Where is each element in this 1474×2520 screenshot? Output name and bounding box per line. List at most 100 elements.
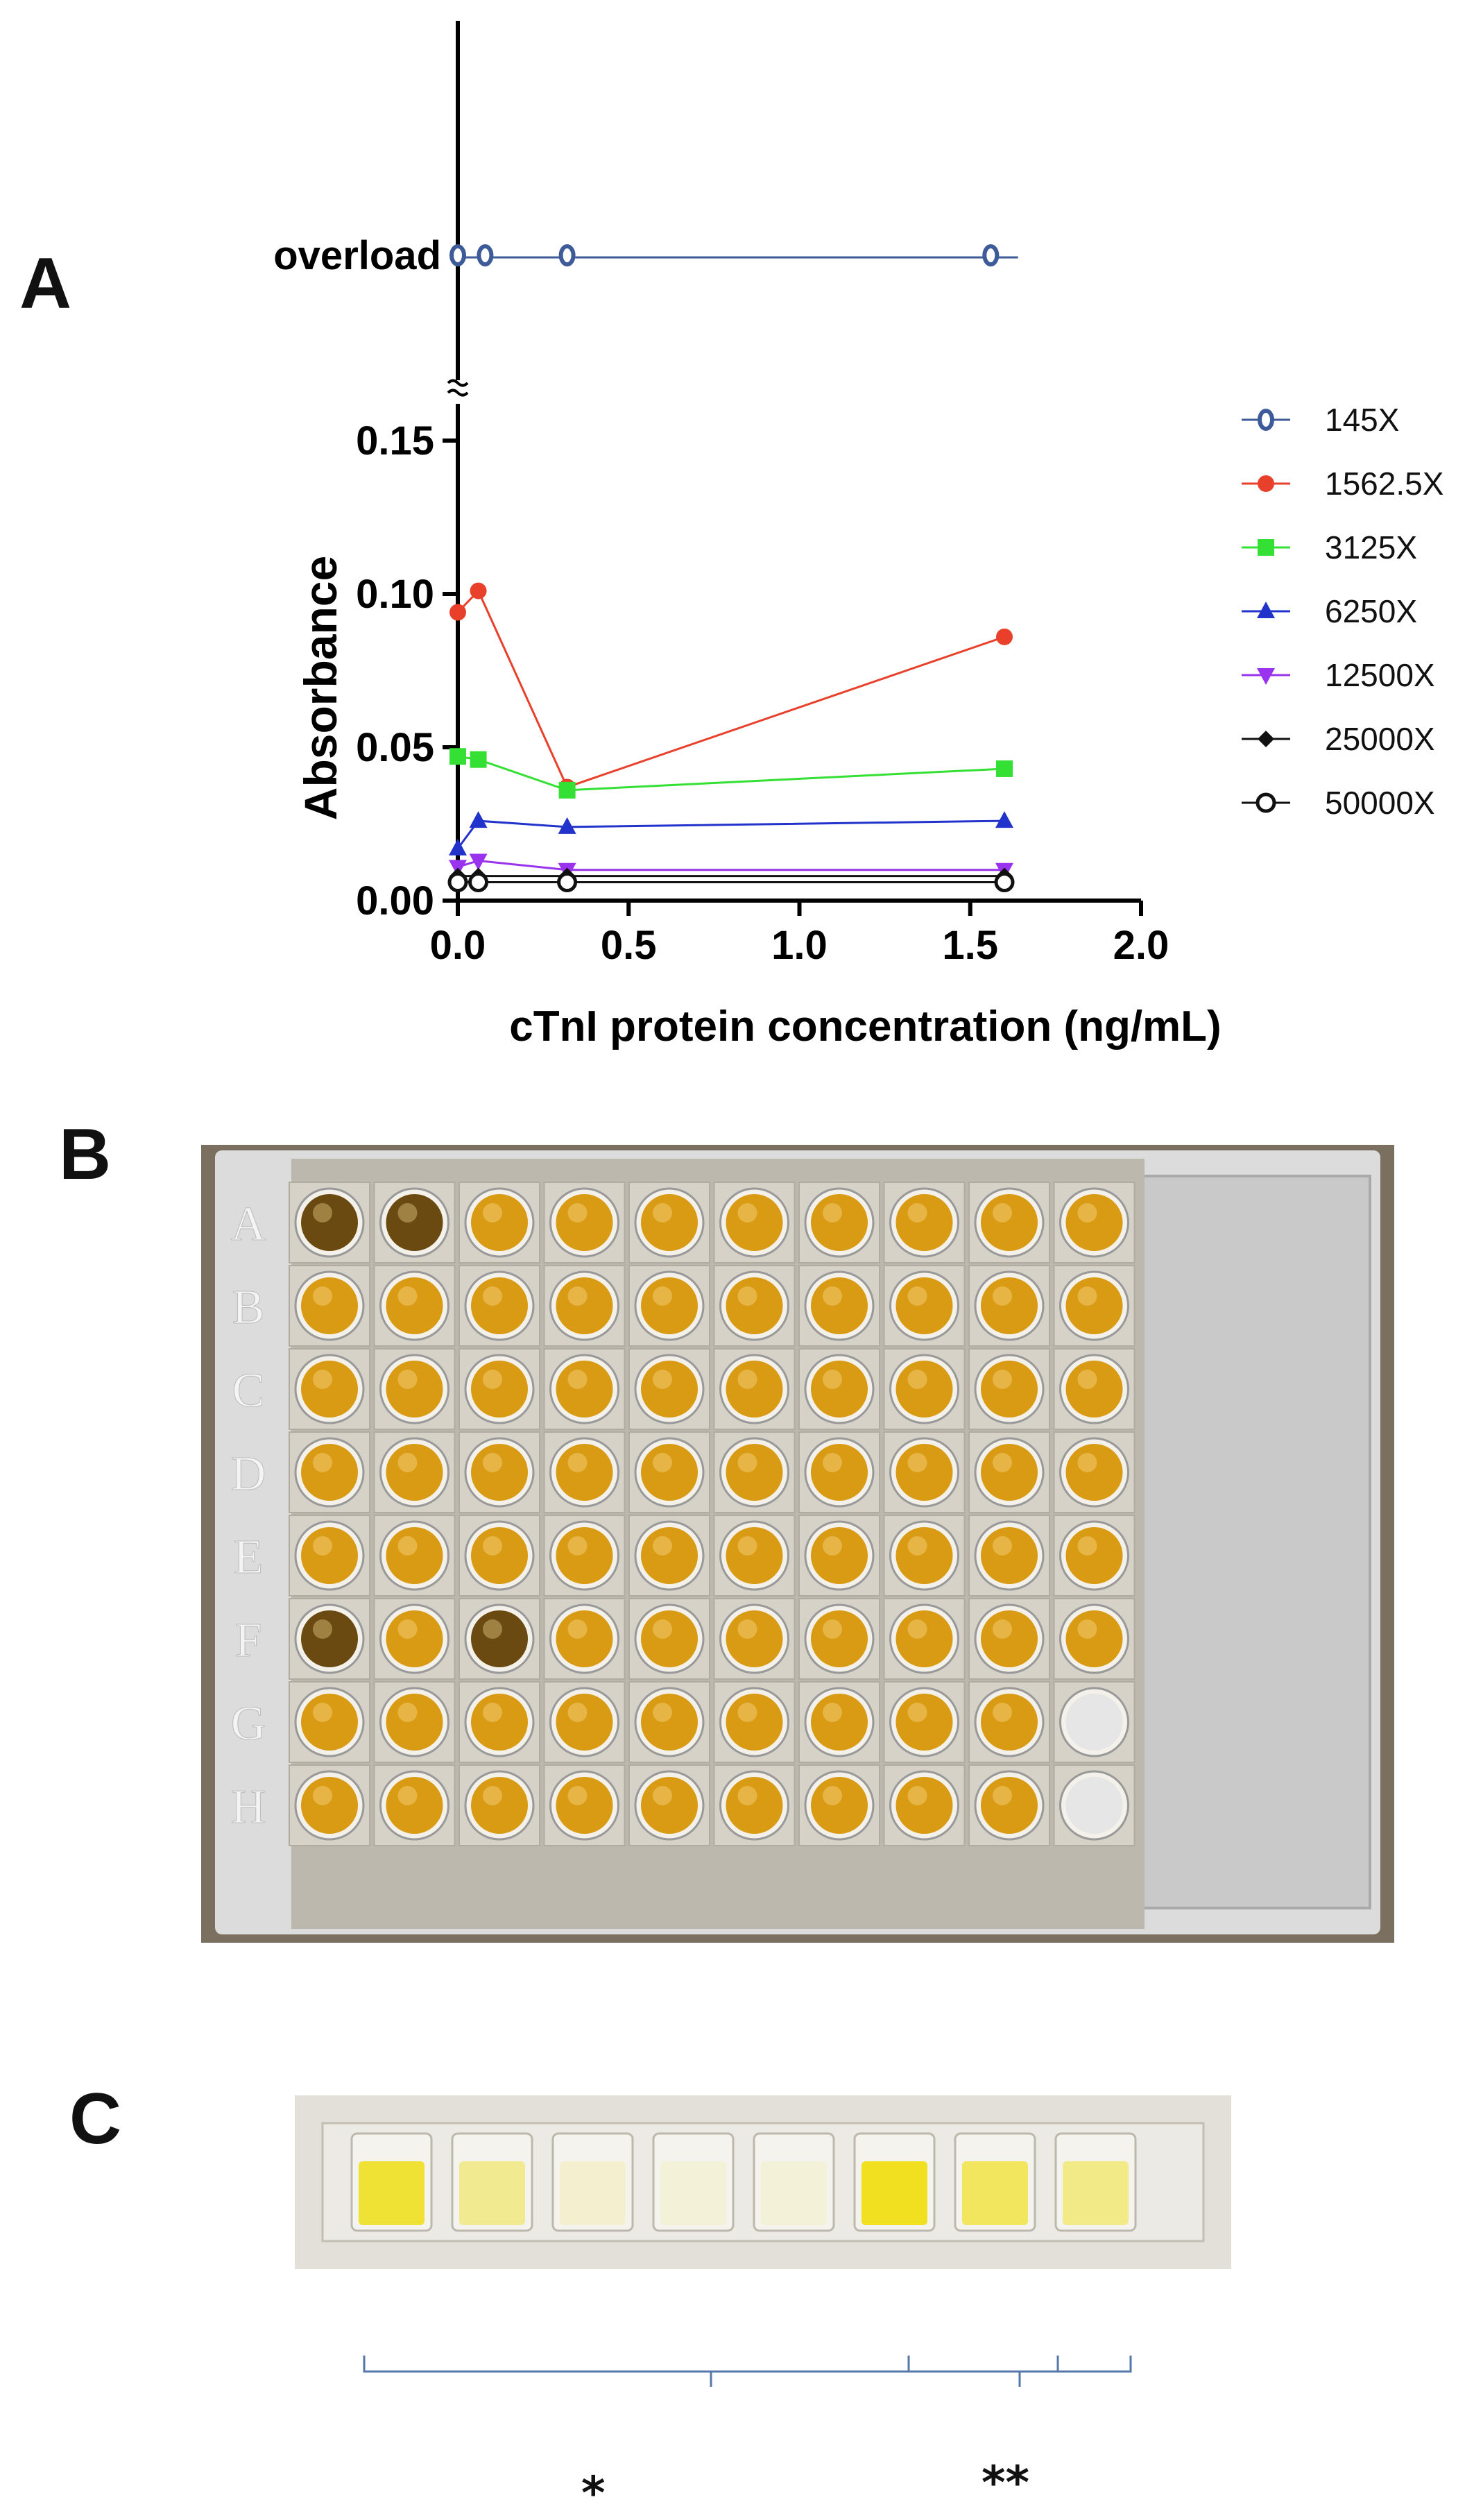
well-G6 [726,1694,783,1751]
well-highlight [567,1786,588,1805]
data-point [558,244,576,266]
x-tick-label: 2.0 [1113,923,1169,968]
well-A1 [301,1194,358,1251]
chart-marks [447,244,1018,892]
well-A8 [895,1194,953,1251]
x-tick-label: 1.0 [771,923,828,968]
strip-well-4 [660,2161,726,2225]
well-H1 [301,1777,358,1834]
well-highlight [907,1453,927,1472]
well-H2 [386,1777,443,1834]
well-E9 [981,1527,1038,1584]
well-highlight [737,1786,757,1805]
well-H5 [641,1777,698,1834]
data-point [469,853,488,871]
well-highlight [653,1286,672,1306]
well-highlight [567,1703,588,1722]
series-1562.5X [449,582,1013,796]
well-E10 [1065,1527,1123,1584]
well-H3 [471,1777,528,1834]
x-tick-label: 1.5 [942,923,998,968]
data-point [558,781,576,799]
well-highlight [907,1703,927,1722]
bracket-group2 [907,2356,1132,2387]
legend-entry: 50000X [1242,785,1435,821]
well-highlight [1077,1203,1097,1223]
series-145X [449,244,1018,266]
well-B3 [471,1277,528,1334]
series-50000X [447,871,1015,892]
group1-label: * [581,2467,606,2520]
well-D2 [386,1444,443,1501]
series-line [456,819,1005,849]
well-A5 [641,1194,698,1251]
well-D6 [726,1444,783,1501]
well-C3 [471,1361,528,1418]
well-H7 [811,1777,868,1834]
series-6250X [449,811,1013,855]
well-highlight [1077,1536,1097,1556]
well-H10 [1065,1777,1123,1834]
legend-marker [1258,475,1274,492]
well-A4 [556,1194,613,1251]
well-E4 [556,1527,613,1584]
y-tick-label: 0.10 [356,572,434,617]
well-D1 [301,1444,358,1501]
well-strip-photo [295,2095,1231,2387]
well-highlight [397,1536,418,1556]
data-point [477,244,494,266]
well-H8 [895,1777,953,1834]
well-highlight [397,1370,418,1389]
well-highlight [907,1203,927,1223]
well-C6 [726,1361,783,1418]
legend-label: 50000X [1325,785,1435,821]
well-E1 [301,1527,358,1584]
data-point [447,871,468,892]
well-B10 [1065,1277,1123,1334]
chart-axes: 0.0 0.5 1.0 1.5 2.0 0.00 0.05 0.10 0.15 cTnI prot… [273,21,1222,1050]
well-B9 [981,1277,1038,1334]
y-tick-label: 0.05 [356,725,434,770]
data-point [470,751,487,768]
well-highlight [313,1370,332,1389]
legend-label: 145X [1325,402,1399,438]
well-G9 [981,1694,1038,1751]
well-highlight [313,1453,332,1472]
chart-legend: 145X 1562.5X 3125X 6250X 12500X 25000X 50000X [1242,402,1443,821]
well-highlight [1077,1453,1097,1472]
strip-well-8 [1063,2161,1129,2225]
well-highlight [737,1703,757,1722]
well-G3 [471,1694,528,1751]
well-D4 [556,1444,613,1501]
data-point [995,811,1013,828]
well-F1 [301,1610,358,1667]
well-B7 [811,1277,868,1334]
well-highlight [1077,1286,1097,1306]
x-tick-label: 0.0 [430,923,486,968]
series-line [457,755,1005,792]
legend-entry: 25000X [1242,721,1435,757]
well-highlight [397,1619,418,1639]
well-D9 [981,1444,1038,1501]
strip-well-2 [459,2161,525,2225]
panel-letter-a: A [19,244,72,324]
legend-label: 3125X [1325,529,1417,565]
absorbance-chart: 0.0 0.5 1.0 1.5 2.0 0.00 0.05 0.10 0.15 cTnI prot… [273,21,1443,1050]
legend-label: 12500X [1325,657,1435,693]
well-F9 [981,1610,1038,1667]
legend-marker [1258,539,1274,556]
well-highlight [313,1536,332,1556]
well-highlight [737,1619,757,1639]
series-line [457,860,1004,871]
well-highlight [993,1203,1012,1223]
y-axis-label: Absorbance [295,556,346,820]
well-G7 [811,1694,868,1751]
strip-well-frame [451,2132,533,2232]
well-highlight [483,1286,502,1306]
y-tick-label: 0.00 [356,878,434,923]
well-B2 [386,1277,443,1334]
well-C9 [981,1361,1038,1418]
well-C10 [1065,1361,1123,1418]
well-highlight [823,1619,842,1639]
well-highlight [483,1453,502,1472]
